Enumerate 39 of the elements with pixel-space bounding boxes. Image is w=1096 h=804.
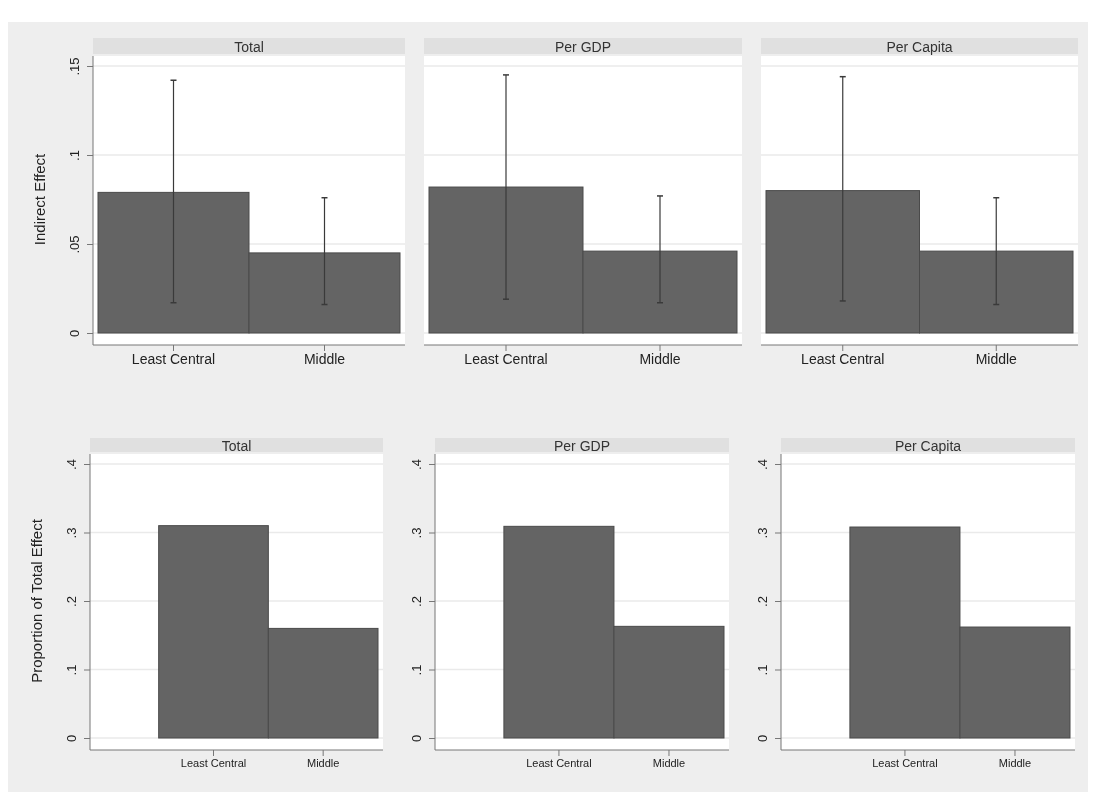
y-tick-label: .15 [67,57,82,76]
x-tick-label: Least Central [131,350,216,367]
y-tick-label: 0 [755,734,770,743]
y-tick-label: .4 [64,459,79,470]
y-tick-label: .2 [755,596,770,607]
chart-title: Total [234,39,264,55]
y-tick-label: .2 [409,596,424,607]
y-tick-label: 0 [67,329,82,338]
x-tick-label: Least Central [180,756,247,769]
x-tick-label: Middle [652,756,686,769]
y-tick-label: .4 [755,459,770,470]
x-tick-label: Middle [998,756,1032,769]
x-tick-label: Middle [306,756,340,769]
chart-title: Per Capita [894,438,962,454]
y-tick-label: .1 [409,664,424,676]
x-tick-label: Middle [639,350,681,367]
x-tick-label: Least Central [801,350,885,367]
y-tick-label: .1 [755,664,770,676]
x-tick-label: Least Central [464,350,548,367]
x-tick-label: Least Central [526,756,592,769]
chart-title: Per GDP [554,39,612,55]
y-tick-label: .1 [67,150,82,161]
chart-title: Per GDP [553,438,611,454]
y-tick-label: .3 [755,527,770,539]
chart-title: Per Capita [886,39,953,55]
y-tick-label: .3 [409,527,424,539]
x-tick-label: Least Central [872,756,938,769]
x-tick-label: Middle [975,350,1018,367]
y-tick-label: .4 [409,459,424,470]
x-tick-label: Middle [303,350,346,367]
y-axis-title: Indirect Effect [31,152,48,246]
y-axis-title: Proportion of Total Effect [28,518,45,683]
y-tick-label: .3 [64,527,79,539]
y-tick-label: .2 [64,596,79,607]
y-tick-label: .1 [64,664,79,676]
y-tick-label: 0 [409,734,424,743]
chart-title: Total [221,438,252,454]
y-tick-label: .05 [67,235,82,254]
y-tick-label: 0 [64,734,79,743]
